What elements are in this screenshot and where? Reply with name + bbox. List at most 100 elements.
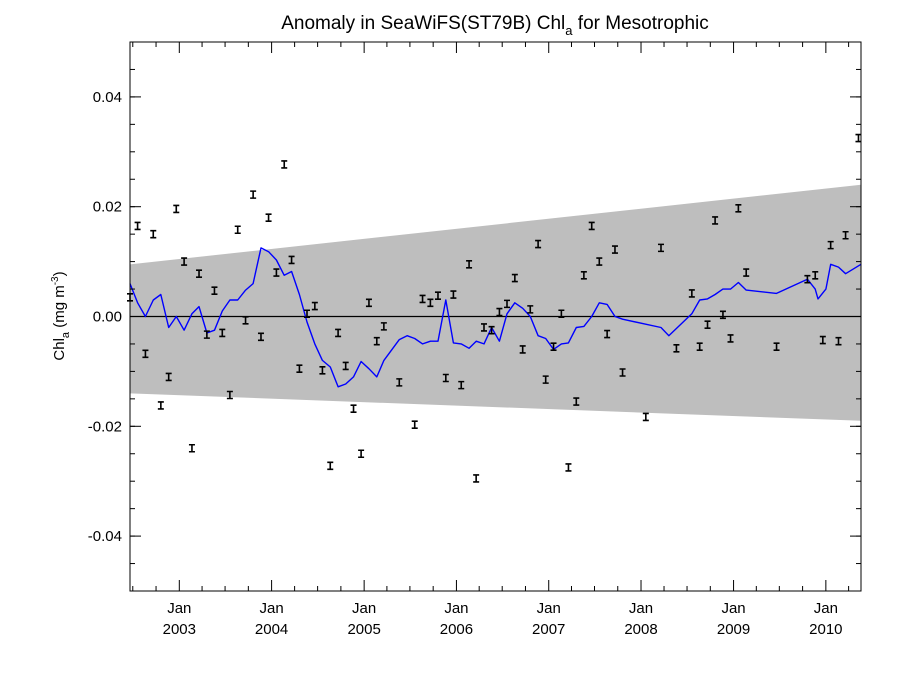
anomaly-point: [219, 328, 226, 338]
y-tick-label: 0.02: [93, 199, 122, 216]
anomaly-point: [550, 342, 557, 351]
anomaly-point: [419, 294, 426, 304]
x-tick-label-month: Jan: [260, 600, 284, 617]
anomaly-point: [596, 257, 603, 266]
anomaly-point: [373, 336, 380, 346]
anomaly-point: [165, 372, 172, 382]
anomaly-point: [588, 221, 595, 231]
x-tick-label-month: Jan: [352, 600, 376, 617]
anomaly-point: [288, 255, 295, 265]
anomaly-point: [281, 160, 288, 169]
anomaly-point: [580, 271, 587, 280]
y-axis-label: Chla (mg m-3): [50, 271, 72, 360]
anomaly-point: [773, 342, 780, 351]
anomaly-point: [134, 221, 141, 231]
anomaly-point: [719, 310, 726, 320]
anomaly-point: [480, 323, 487, 332]
anomaly-point: [411, 420, 418, 429]
y-tick-label: -0.04: [88, 528, 122, 545]
x-tick-label-month: Jan: [537, 600, 561, 617]
smoothed-line-layer: [129, 247, 862, 388]
anomaly-point: [327, 461, 334, 471]
anomaly-point: [527, 305, 534, 314]
anomaly-point: [743, 268, 750, 277]
anomaly-point: [335, 328, 342, 338]
anomaly-point: [466, 260, 473, 269]
anomaly-point: [565, 463, 572, 472]
x-tick-label-month: Jan: [814, 600, 838, 617]
anomaly-point: [496, 307, 503, 317]
anomaly-point: [657, 243, 664, 253]
anomaly-point: [488, 325, 495, 335]
anomaly-point: [704, 320, 711, 330]
axes-layer: -0.04 -0.02 0.00 0.02 0.04 Jan 2003 Jan 2004 Jan 2…: [88, 41, 862, 638]
anomaly-point: [642, 412, 649, 422]
anomaly-point: [688, 289, 695, 298]
anomaly-point: [619, 368, 626, 377]
anomaly-point: [350, 404, 357, 414]
anomaly-point: [273, 268, 280, 277]
anomaly-point: [211, 286, 218, 295]
anomaly-point: [150, 229, 157, 239]
anomaly-point: [188, 443, 195, 453]
anomaly-point: [727, 334, 734, 343]
x-tick-label-month: Jan: [629, 600, 653, 617]
anomaly-point: [358, 449, 365, 459]
x-tick-label-month: Jan: [167, 600, 191, 617]
anomaly-point: [604, 329, 611, 339]
anomaly-point: [611, 245, 618, 254]
x-tick-label-year: 2004: [255, 621, 288, 638]
anomaly-point: [442, 373, 449, 383]
anomaly-point: [819, 335, 826, 345]
anomaly-point: [296, 364, 303, 373]
anomaly-point: [319, 366, 326, 375]
x-tick-label-month: Jan: [444, 600, 468, 617]
anomaly-point: [519, 345, 526, 354]
y-tick-label: 0.04: [93, 89, 122, 106]
anomaly-point: [226, 390, 233, 400]
anomaly-point: [835, 336, 842, 346]
anomaly-point: [365, 298, 372, 308]
x-tick-label-year: 2008: [624, 621, 657, 638]
anomaly-point: [196, 269, 203, 278]
anomaly-point: [142, 349, 149, 359]
anomaly-point: [450, 290, 457, 299]
anomaly-point: [250, 190, 257, 199]
anomaly-point: [181, 257, 188, 266]
anomaly-point: [696, 342, 703, 351]
anomaly-point: [735, 204, 742, 213]
confidence-band: [130, 184, 861, 421]
anomaly-point: [511, 273, 518, 283]
anomaly-point: [804, 274, 811, 284]
anomaly-point: [427, 298, 434, 308]
confidence-band-layer: [130, 184, 861, 421]
anomaly-point: [573, 397, 580, 406]
anomaly-point: [342, 361, 349, 371]
anomaly-point: [434, 291, 441, 300]
anomaly-point: [855, 133, 862, 143]
anomaly-point: [311, 301, 318, 311]
anomaly-point: [473, 474, 480, 483]
anomaly-point: [242, 316, 249, 325]
anomaly-point: [265, 213, 272, 222]
anomaly-point: [380, 322, 387, 331]
anomaly-point: [842, 230, 849, 240]
anomaly-point: [712, 216, 719, 225]
anomaly-point: [396, 378, 403, 387]
anomaly-point: [257, 332, 264, 342]
y-tick-label: -0.02: [88, 418, 122, 435]
x-tick-label-year: 2006: [440, 621, 473, 638]
anomaly-point: [673, 344, 680, 353]
smoothed-anomaly-line: [129, 247, 862, 388]
x-tick-label-month: Jan: [721, 600, 745, 617]
anomaly-point: [812, 271, 819, 280]
y-tick-label: 0.00: [93, 309, 122, 326]
anomaly-point: [542, 375, 549, 384]
anomaly-point: [173, 204, 180, 214]
anomaly-point: [458, 380, 465, 390]
chart-title: Anomaly in SeaWiFS(ST79B) Chla for Mesot…: [281, 13, 709, 38]
x-tick-label-year: 2003: [163, 621, 196, 638]
anomaly-point: [504, 299, 511, 309]
anomaly-point: [535, 239, 542, 249]
